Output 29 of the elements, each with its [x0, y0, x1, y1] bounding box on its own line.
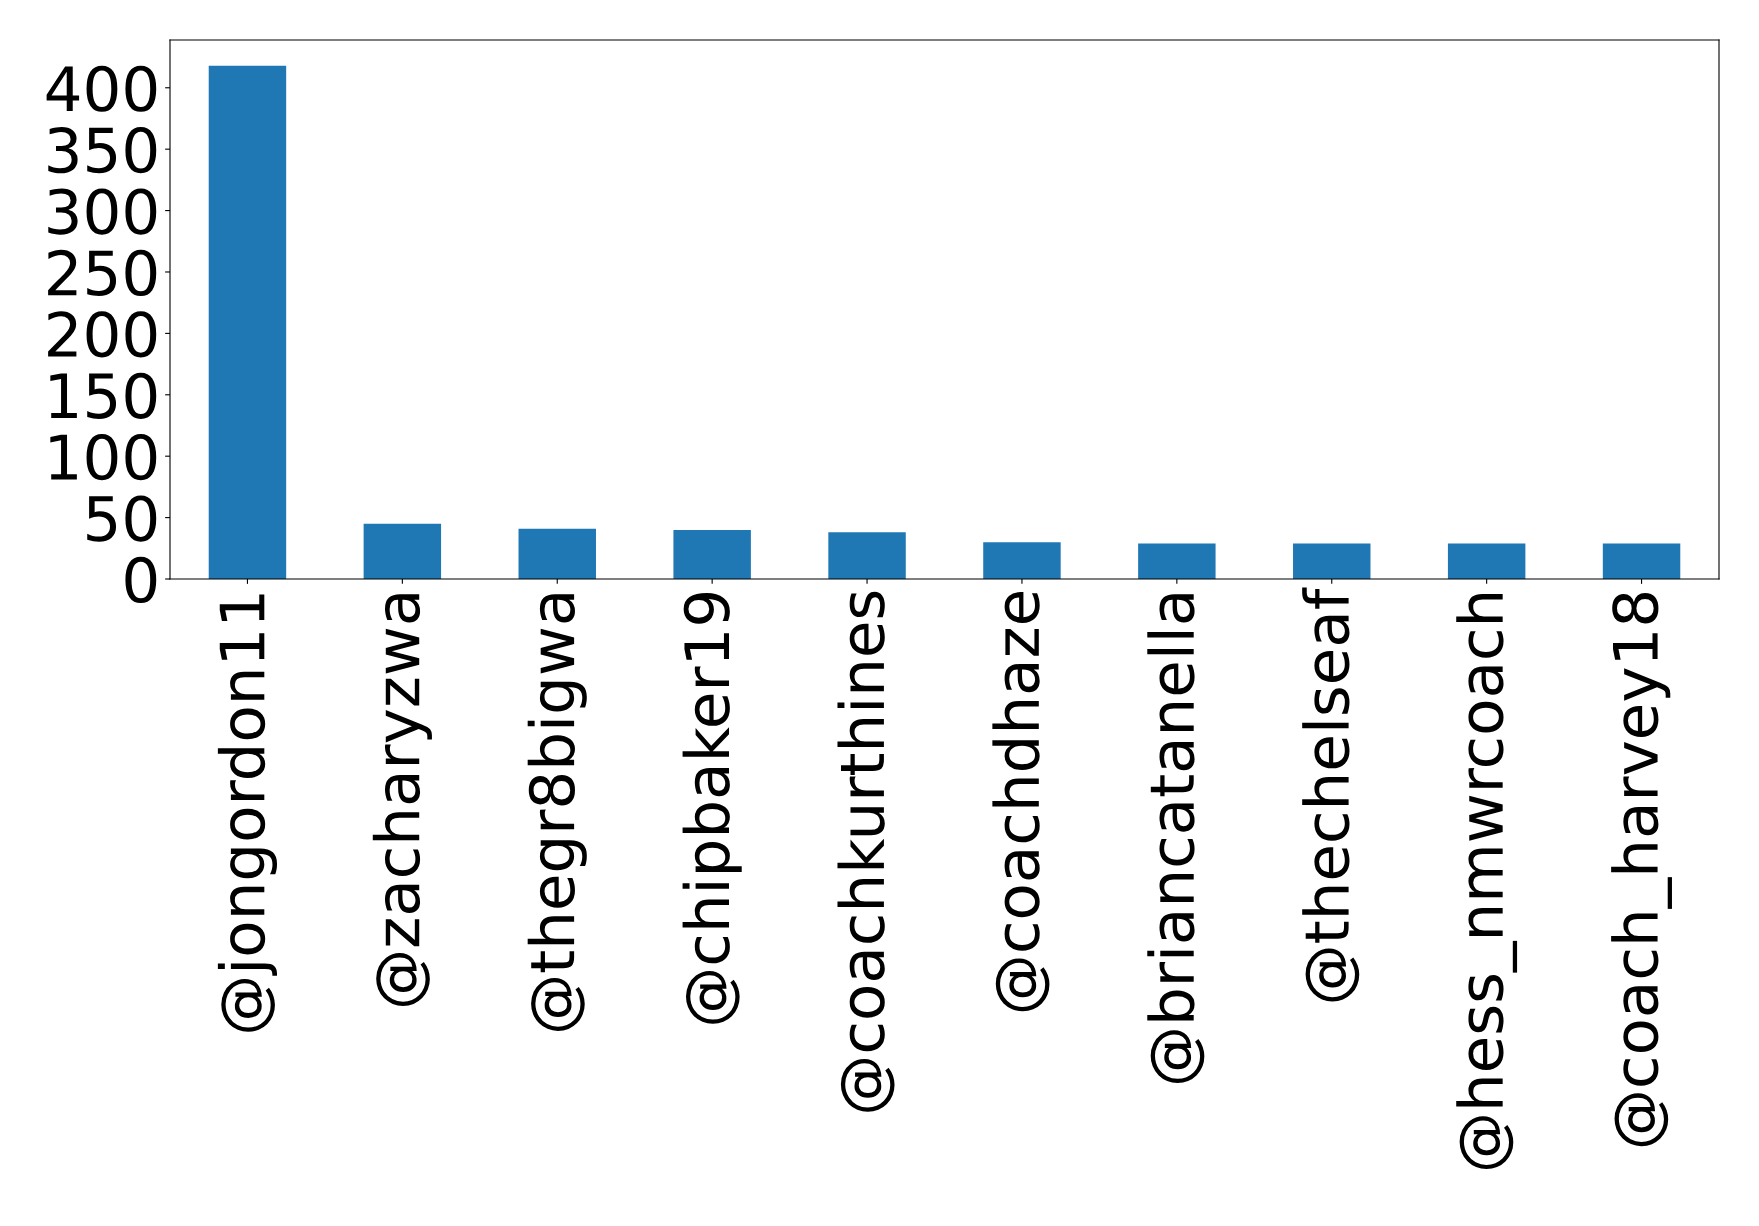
- y-tick-label: 0: [125, 556, 157, 604]
- x-tick-label: @jongordon11: [217, 594, 278, 1032]
- x-tick-label: @coach_harvey18: [1611, 592, 1672, 1147]
- y-tick-label: 400: [46, 65, 157, 112]
- bar: [518, 528, 596, 579]
- bar: [1293, 543, 1371, 579]
- y-tick-label: 150: [50, 372, 157, 419]
- y-tick-label: 250: [48, 249, 157, 297]
- x-tick-label: @chipbaker19: [682, 593, 742, 1024]
- y-tick-label: 50: [87, 495, 157, 542]
- bar: [828, 532, 906, 579]
- x-tick-label: @thechelseaf: [1302, 587, 1360, 1002]
- y-tick-label: 350: [48, 127, 157, 174]
- bar: [363, 523, 442, 579]
- x-tick-label: @zacharyzwa: [372, 594, 432, 1006]
- y-tick-label: 200: [48, 311, 157, 358]
- y-tick-label: 300: [48, 188, 157, 235]
- bar: [1138, 543, 1216, 579]
- x-tick-label: @coachdhaze: [992, 591, 1050, 1012]
- bar: [983, 542, 1061, 579]
- x-tick-label: @briancatanella: [1147, 594, 1205, 1084]
- y-tick-label: 100: [50, 434, 157, 481]
- bar: [208, 65, 287, 579]
- bar: [1602, 543, 1681, 579]
- x-tick-label: @thegr8bigwa: [527, 594, 587, 1031]
- x-tick-label: @hess_nmwrcoach: [1456, 593, 1518, 1170]
- bar: [673, 529, 751, 579]
- bar: [1447, 543, 1526, 579]
- x-tick-label: @coachkurthines: [837, 591, 895, 1112]
